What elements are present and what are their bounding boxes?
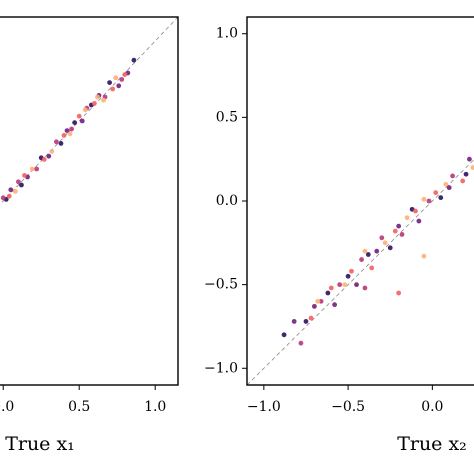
- point: [298, 340, 304, 346]
- y-tick-label: 0.0: [216, 193, 238, 209]
- point: [46, 153, 52, 159]
- point: [450, 173, 455, 179]
- point: [421, 253, 427, 259]
- point: [19, 182, 24, 188]
- point: [399, 232, 405, 237]
- point: [354, 282, 359, 288]
- point: [92, 101, 97, 106]
- axes-frame: [0, 16, 179, 386]
- point: [12, 189, 18, 194]
- point: [463, 171, 469, 177]
- point: [79, 118, 85, 124]
- point: [119, 77, 125, 82]
- x-tick-label: 1.0: [144, 399, 166, 415]
- point: [379, 235, 385, 241]
- point: [396, 223, 402, 229]
- x-axis-label: True x₂: [397, 433, 467, 455]
- point: [67, 131, 73, 137]
- x-tick-label: 0.5: [68, 399, 90, 415]
- panel: −1.0 −0.5 0.0 −1.0 −0.5 0.0 0.5 1.0 True x₂: [204, 16, 474, 455]
- point: [349, 268, 354, 274]
- point: [72, 120, 78, 125]
- identity-line: [0, 17, 178, 205]
- point: [315, 298, 321, 304]
- point: [49, 149, 55, 154]
- point: [54, 139, 59, 145]
- point: [291, 319, 297, 324]
- point: [404, 215, 410, 221]
- x-axis-label: True x₁: [5, 433, 75, 455]
- point: [332, 302, 338, 308]
- point: [470, 165, 474, 170]
- point: [362, 285, 368, 291]
- point: [325, 290, 331, 296]
- point: [110, 86, 116, 92]
- point: [69, 126, 74, 132]
- point: [82, 107, 88, 113]
- point: [58, 141, 64, 146]
- point: [303, 319, 309, 324]
- point: [64, 128, 70, 134]
- point: [374, 248, 380, 254]
- point: [328, 285, 334, 291]
- point: [443, 181, 449, 187]
- point: [460, 178, 466, 184]
- point: [131, 57, 137, 63]
- plot-area: [247, 156, 474, 385]
- point: [342, 282, 348, 288]
- point: [392, 228, 398, 234]
- point: [438, 195, 444, 201]
- panel: 0.0 0.5 1.0 True x₁: [0, 16, 179, 455]
- point: [446, 185, 452, 191]
- point: [345, 273, 351, 279]
- point: [426, 198, 432, 204]
- point: [122, 72, 128, 77]
- point: [308, 315, 314, 321]
- point: [467, 156, 472, 162]
- point: [362, 248, 368, 254]
- x-tick-label: −0.5: [331, 399, 365, 415]
- point: [387, 245, 393, 251]
- y-tick-label: −0.5: [204, 277, 238, 293]
- identity-line: [247, 159, 474, 385]
- point: [41, 157, 47, 162]
- point: [312, 303, 317, 309]
- point: [413, 208, 418, 214]
- point: [359, 257, 364, 262]
- plot-area: [0, 17, 178, 205]
- point: [116, 83, 122, 89]
- point: [16, 179, 21, 185]
- point: [0, 195, 6, 201]
- point: [416, 218, 422, 224]
- point: [337, 282, 343, 288]
- point: [365, 252, 371, 257]
- point: [281, 332, 287, 338]
- y-tick-label: −1.0: [204, 360, 238, 376]
- point: [8, 187, 14, 193]
- point: [95, 94, 100, 100]
- point: [113, 75, 119, 81]
- point: [382, 240, 388, 246]
- point: [61, 133, 67, 138]
- y-tick-label: 0.5: [216, 109, 238, 125]
- point: [396, 290, 402, 296]
- point: [34, 166, 40, 172]
- point: [76, 113, 82, 119]
- point: [107, 80, 112, 85]
- x-tick-label: 0.0: [421, 399, 443, 415]
- point: [369, 265, 375, 271]
- x-tick-label: 0.0: [0, 399, 14, 415]
- y-tick-label: 1.0: [216, 26, 238, 42]
- point: [29, 166, 35, 172]
- point: [22, 173, 27, 178]
- x-tick-label: −1.0: [247, 399, 281, 415]
- point: [6, 193, 12, 199]
- point: [101, 97, 106, 103]
- axes-frame: [246, 16, 474, 386]
- point: [421, 196, 427, 202]
- point: [318, 298, 324, 304]
- point: [433, 190, 439, 196]
